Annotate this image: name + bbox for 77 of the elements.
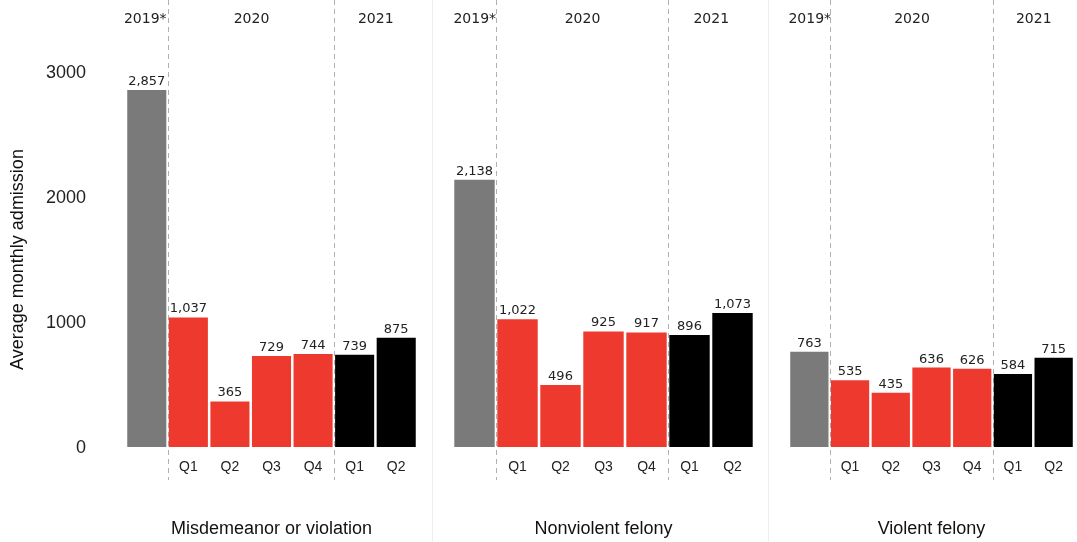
- y-axis-title: Average monthly admission: [7, 149, 27, 370]
- text: 2020: [894, 10, 930, 26]
- x-tick-label: Q1: [1003, 458, 1023, 474]
- bar: [830, 380, 870, 447]
- data-label: 636: [919, 350, 944, 366]
- bar: [335, 354, 375, 447]
- x-tick-label: Q2: [881, 458, 901, 474]
- bar: [871, 392, 910, 447]
- data-label: 365: [217, 384, 243, 400]
- text: 2021: [357, 10, 394, 26]
- bar: [293, 354, 333, 447]
- y-tick-label: 3000: [45, 62, 86, 82]
- x-tick-label: Q3: [922, 458, 942, 474]
- x-tick-label: Q3: [594, 458, 614, 474]
- data-label: 435: [878, 375, 904, 391]
- bar: [626, 332, 667, 447]
- bar: [251, 355, 292, 447]
- data-label: 2,857: [128, 72, 166, 88]
- x-tick-label: Q1: [680, 458, 700, 474]
- bar: [953, 368, 992, 447]
- text: 2019*: [123, 10, 167, 26]
- data-label: 1,022: [498, 302, 537, 318]
- data-label: 535: [837, 363, 863, 379]
- data-label: 626: [959, 351, 985, 367]
- bar: [993, 374, 1033, 447]
- data-label: 715: [1041, 340, 1067, 356]
- bar: [127, 89, 167, 447]
- bar: [790, 351, 829, 447]
- data-label: 925: [591, 314, 616, 330]
- bar: [583, 331, 624, 447]
- y-tick-label: 2000: [45, 187, 86, 207]
- x-axis-title: Nonviolent felony: [534, 518, 673, 538]
- bar: [712, 312, 753, 447]
- x-tick-label: Q1: [179, 458, 198, 474]
- text: 2020: [564, 10, 601, 26]
- data-label: 1,073: [713, 295, 752, 311]
- data-label: 496: [548, 368, 573, 383]
- bar: [168, 317, 208, 447]
- bar: [497, 319, 538, 447]
- data-label: 763: [796, 334, 822, 350]
- data-label: 896: [677, 318, 702, 333]
- data-label: 744: [300, 337, 326, 352]
- text: 2019*: [453, 10, 497, 26]
- bar: [1034, 357, 1073, 447]
- data-label: 2,138: [455, 162, 494, 178]
- text: 2021: [693, 10, 730, 26]
- x-tick-label: Q1: [508, 458, 528, 474]
- text: 2020: [233, 10, 270, 26]
- x-tick-label: Q2: [386, 458, 406, 474]
- data-label: 875: [383, 320, 409, 336]
- x-tick-label: Q2: [723, 458, 743, 474]
- x-tick-label: Q2: [1044, 458, 1064, 474]
- x-axis-title: Violent felony: [877, 518, 986, 538]
- x-tick-label: Q2: [551, 458, 571, 474]
- x-tick-label: Q4: [637, 458, 657, 474]
- y-tick-label: 0: [75, 437, 86, 457]
- data-label: 584: [1000, 357, 1026, 372]
- data-label: 729: [259, 338, 284, 354]
- x-tick-label: Q1: [345, 458, 365, 474]
- x-tick-label: Q4: [303, 458, 323, 474]
- x-tick-label: Q4: [962, 458, 982, 474]
- x-tick-label: Q2: [220, 458, 240, 474]
- bar: [669, 335, 710, 447]
- data-label: 739: [342, 337, 368, 353]
- y-tick-label: 1000: [45, 312, 86, 332]
- x-tick-label: Q3: [262, 458, 282, 474]
- bar: [454, 179, 495, 447]
- data-label: 1,037: [169, 300, 207, 316]
- data-label: 917: [634, 315, 659, 331]
- bar: [210, 401, 250, 447]
- text: 2021: [1015, 10, 1052, 26]
- text: 2019*: [788, 10, 832, 26]
- bar: [540, 385, 581, 447]
- bar: [912, 367, 951, 447]
- x-axis-title: Misdemeanor or violation: [170, 518, 373, 538]
- bar: [376, 337, 416, 447]
- x-tick-label: Q1: [840, 458, 860, 474]
